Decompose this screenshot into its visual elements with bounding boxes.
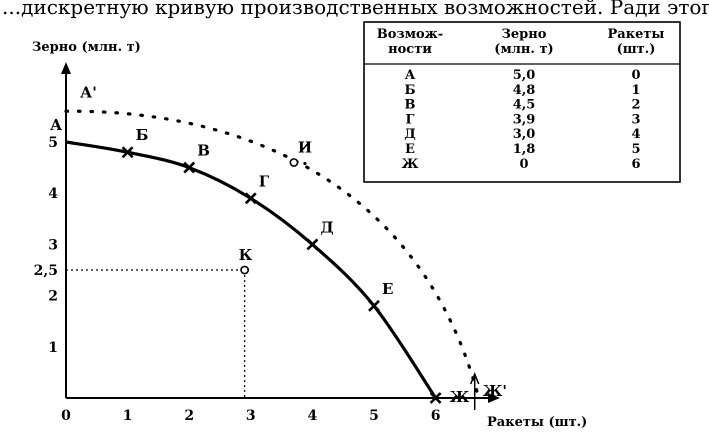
table-cell: 0 [631, 68, 640, 83]
table-cell: 5 [631, 142, 640, 157]
y-axis-arrow [61, 62, 71, 74]
frontier-point-label: Б [136, 126, 149, 144]
frontier-point-label: Д [320, 218, 333, 236]
x-tick-label: 0 [61, 408, 71, 424]
x-tick-label: 5 [369, 408, 379, 424]
shifted-end-arrowhead [470, 371, 480, 385]
table-header-cell: (шт.) [617, 42, 656, 57]
table-header-cell: Ракеты [608, 27, 665, 42]
x-tick-label: 6 [431, 408, 441, 424]
table-header-cell: (млн. т) [494, 42, 553, 57]
table-cell: 6 [631, 157, 640, 172]
table-cell: 4 [631, 127, 640, 142]
y-axis-label: Зерно (млн. т) [32, 40, 141, 55]
x-tick-label: 4 [308, 408, 318, 424]
x-axis-arrow [488, 393, 500, 403]
frontier-point-mark [368, 299, 380, 312]
point-marks [121, 146, 442, 404]
table-header-cell: Зерно [502, 27, 547, 42]
frontier-point-mark [121, 146, 134, 159]
table-cell: 3 [631, 112, 640, 127]
table-header-cell: ности [388, 42, 432, 57]
table-cell: Б [404, 83, 415, 98]
y-tick-label: 1 [48, 340, 58, 356]
guide-lines [66, 269, 246, 398]
frontier-point-label: А [50, 116, 63, 134]
y-tick-label: 3 [48, 237, 58, 253]
table-cell: 1 [631, 83, 640, 98]
table-cell: 3,9 [513, 112, 536, 127]
y-tick-label: 2 [48, 289, 58, 305]
frontier-point-mark [429, 392, 442, 404]
table-cell: 2 [631, 98, 640, 113]
x-tick-label: 3 [246, 408, 256, 424]
frontier-point-mark [306, 238, 319, 251]
y-tick-label: 5 [48, 135, 58, 151]
table-cell: 5,0 [513, 68, 536, 83]
y-tick-label: 2,5 [34, 263, 58, 279]
y-tick-label: 4 [48, 186, 58, 202]
extra-point-circle [289, 158, 299, 167]
table-cell: Г [406, 112, 415, 127]
table-cell: Е [405, 142, 415, 157]
frontier-point-mark [244, 192, 257, 205]
extra-point-label: И [298, 138, 312, 156]
table-cell: Д [404, 127, 416, 142]
table-cell: 0 [519, 157, 528, 172]
extra-point-dot [303, 161, 307, 166]
table-cell: 4,5 [513, 98, 536, 113]
extra-point-circle [240, 265, 250, 275]
x-tick-label: 1 [123, 408, 133, 424]
x-tick-label: 2 [184, 408, 194, 424]
axes: Зерно (млн. т) Ракеты (шт.) 0 1 2 3 4 5 6 1 2 2,5 3 4… [32, 40, 587, 430]
frontier-point-label: Ж [450, 388, 470, 406]
header-text: ...дискретную кривую производственных во… [2, 0, 709, 19]
table-cell: 1,8 [513, 142, 536, 157]
table-border [363, 21, 681, 183]
shifted-end-label: Ж' [483, 382, 507, 400]
table-cell: А [405, 68, 416, 83]
table-header-cell: Возмож- [377, 27, 443, 42]
table-cell: В [405, 98, 416, 113]
shifted-start-label: А' [80, 83, 97, 101]
table-cell: 4,8 [513, 83, 536, 98]
frontier-point-label: В [197, 142, 210, 160]
extra-point-label: К [239, 246, 253, 264]
frontier-point-label: Е [382, 280, 393, 298]
x-axis-label: Ракеты (шт.) [487, 415, 587, 430]
frontier-point-mark [183, 161, 196, 174]
data-table: Возмож-ности Зерно(млн. т) Ракеты(шт.) А 5,0… [363, 21, 681, 183]
table-cell: Ж [401, 157, 418, 172]
frontier-point-label: Г [259, 172, 270, 190]
table-cell: 3,0 [513, 127, 536, 142]
